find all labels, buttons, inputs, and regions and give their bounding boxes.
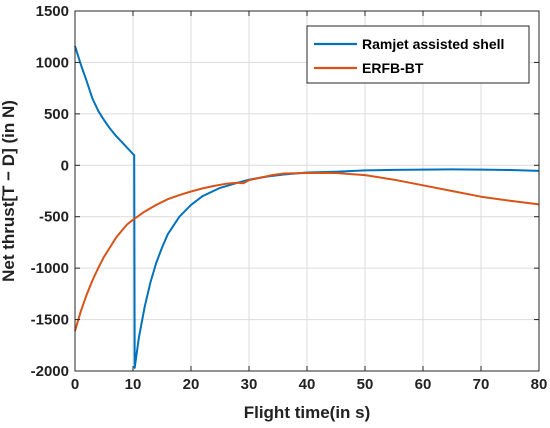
y-tick-label: 500	[44, 106, 69, 123]
axis-ticks	[74, 10, 540, 372]
y-tick-label: 1000	[36, 54, 69, 71]
x-axis-label: Flight time(in s)	[244, 403, 371, 422]
y-tick-label: -1500	[31, 312, 69, 329]
y-tick-label: 1500	[36, 3, 69, 20]
y-tick-label: -500	[39, 209, 69, 226]
x-tick-label: 0	[71, 376, 79, 393]
x-tick-label: 70	[473, 376, 490, 393]
series-line-ramjet	[74, 45, 540, 369]
x-tick-labels: 0 10 20 30 40 50 60 70 80	[71, 376, 548, 393]
x-tick-label: 10	[125, 376, 142, 393]
legend: Ramjet assisted shell ERFB-BT	[306, 25, 530, 84]
y-axis-label: Net thrust[T − D] (in N)	[0, 100, 18, 282]
legend-label-erfb-bt: ERFB-BT	[362, 60, 424, 76]
x-tick-label: 30	[241, 376, 258, 393]
x-tick-label: 40	[299, 376, 316, 393]
legend-label-ramjet: Ramjet assisted shell	[362, 36, 504, 52]
series-lines	[74, 45, 540, 369]
y-tick-labels: -2000 -1500 -1000 -500 0 500 1000 1500	[31, 3, 69, 380]
x-tick-label: 20	[183, 376, 200, 393]
series-line-erfb-bt	[74, 172, 540, 332]
x-tick-label: 50	[357, 376, 374, 393]
y-tick-label: 0	[61, 157, 69, 174]
legend-box	[306, 25, 530, 84]
x-tick-label: 60	[415, 376, 432, 393]
y-tick-label: -2000	[31, 363, 69, 380]
y-tick-label: -1000	[31, 260, 69, 277]
x-tick-label: 80	[531, 376, 548, 393]
